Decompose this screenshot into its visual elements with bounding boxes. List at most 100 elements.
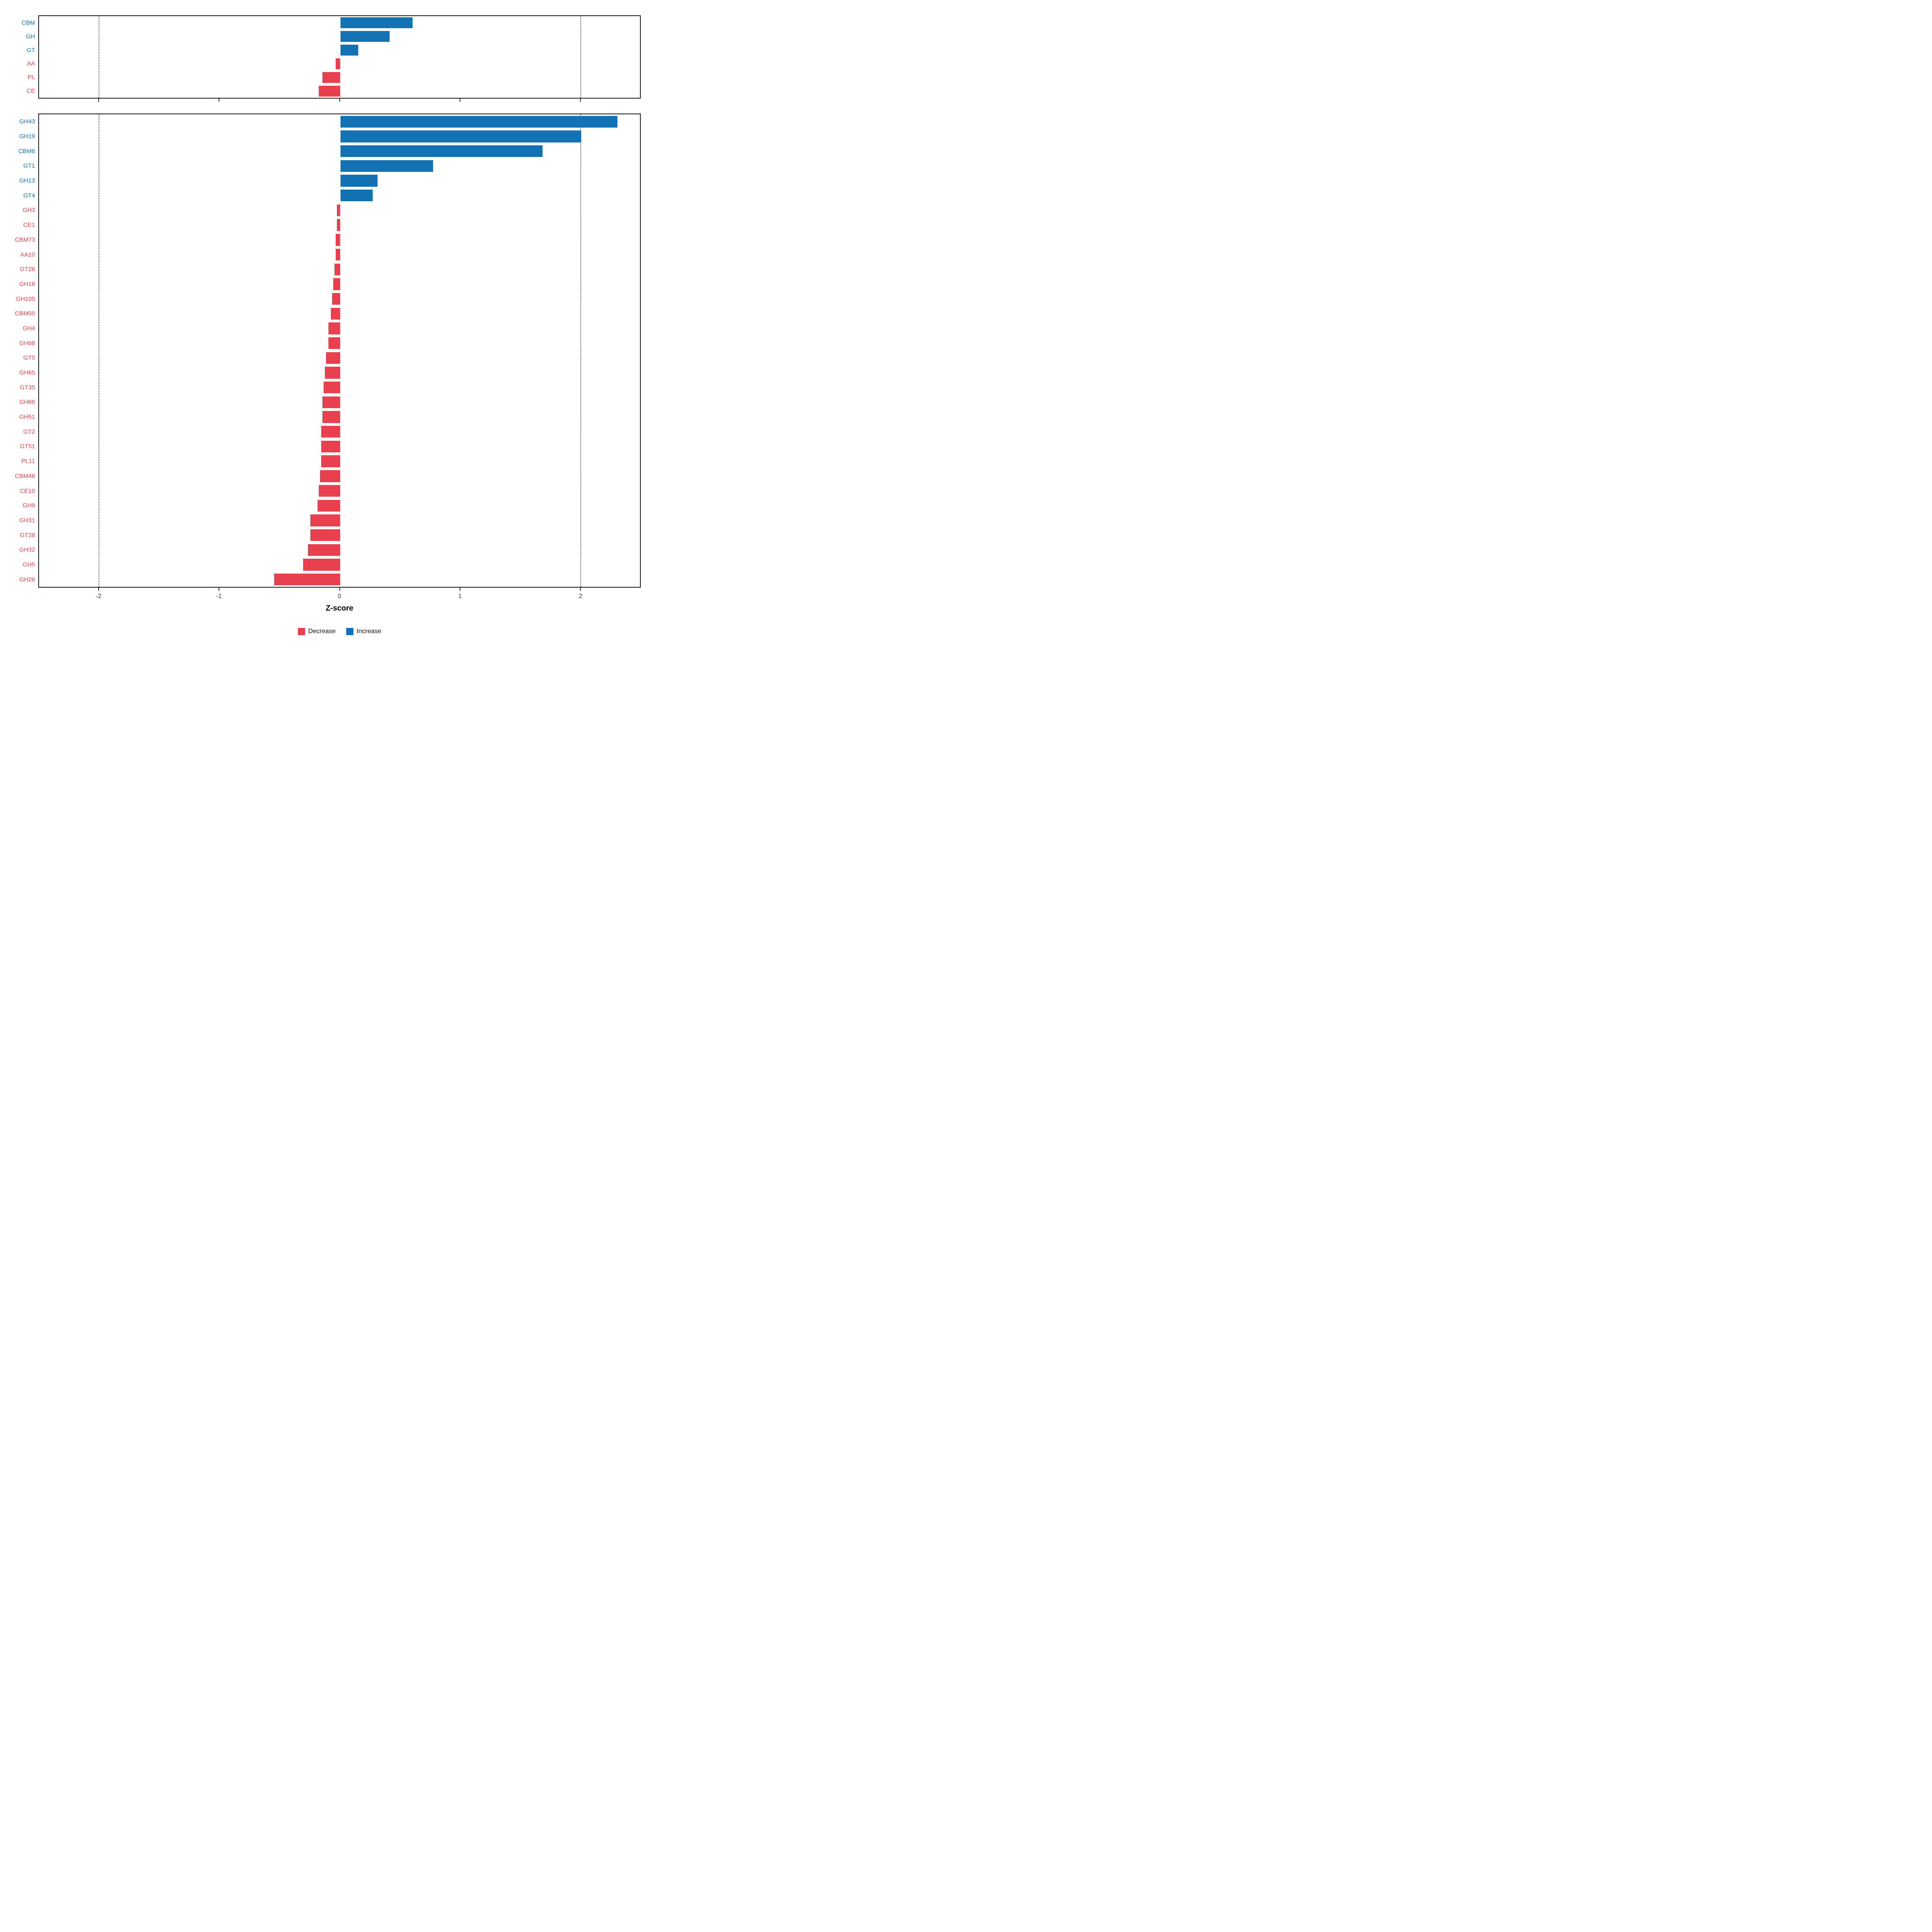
y-label-AA10: AA10 — [20, 251, 35, 258]
x-axis-title: Z-score — [326, 604, 353, 613]
y-label-CE10: CE10 — [20, 487, 35, 495]
x-tick-label-2: 2 — [578, 593, 582, 600]
bar-GT26 — [334, 263, 341, 275]
legend-item-increase: Increase — [346, 628, 381, 635]
y-label-GH5: GH5 — [23, 561, 35, 568]
y-label-GT51: GT51 — [20, 443, 35, 450]
y-label-CE: CE — [27, 87, 35, 95]
y-label-GT35: GT35 — [20, 384, 35, 391]
y-label-GH26: GH26 — [19, 576, 35, 583]
y-label-GH105: GH105 — [16, 295, 35, 303]
y-label-GH19: GH19 — [19, 133, 35, 140]
y-label-GH51: GH51 — [19, 413, 35, 421]
bar-CE10 — [318, 485, 341, 497]
y-label-PL11: PL11 — [21, 458, 35, 465]
bar-GH65 — [324, 367, 341, 379]
panel-cazyme-families — [38, 114, 641, 588]
x-tick-label--1: -1 — [216, 593, 222, 600]
y-label-GH68: GH68 — [19, 340, 35, 347]
decrease-swatch — [297, 628, 305, 635]
y-label-AA: AA — [27, 60, 35, 67]
y-label-GH4: GH4 — [23, 325, 35, 332]
y-label-GH3: GH3 — [23, 206, 35, 214]
bar-GH18 — [333, 278, 341, 290]
bar-GH68 — [328, 337, 341, 349]
y-label-GH13: GH13 — [19, 177, 35, 184]
bar-PL11 — [321, 455, 341, 467]
legend: Decrease Increase — [297, 628, 381, 635]
bar-CE — [318, 85, 341, 97]
bar-GH5 — [303, 559, 341, 571]
x-tick-mark-2 — [580, 588, 581, 591]
bar-CBM6 — [340, 145, 543, 157]
bar-GT5 — [326, 352, 341, 364]
gridline-x2 — [580, 16, 582, 98]
bar-CE1 — [336, 219, 341, 231]
y-label-GH32: GH32 — [19, 546, 35, 553]
zscore-bar-figure: Z-score Decrease Increase CBM GH GT AA PL CE G… — [0, 0, 644, 644]
y-label-GH18: GH18 — [19, 281, 35, 288]
y-label-PL: PL — [27, 74, 35, 81]
bar-GH — [340, 31, 390, 42]
bar-GH13 — [340, 175, 378, 187]
gridline-x2 — [580, 114, 582, 587]
x-tick-label--2: -2 — [95, 593, 101, 600]
y-label-CBM48: CBM48 — [14, 473, 35, 480]
bar-GH43 — [340, 116, 618, 128]
bar-GH19 — [340, 130, 582, 142]
legend-label-decrease: Decrease — [308, 628, 336, 635]
x-tick-mark-2 — [580, 99, 581, 102]
y-label-CBM50: CBM50 — [14, 310, 35, 317]
y-label-GH43: GH43 — [19, 118, 35, 125]
x-tick-mark-0 — [339, 588, 340, 591]
y-label-GT26: GT26 — [20, 266, 35, 273]
bar-GH31 — [310, 514, 341, 526]
y-label-CE1: CE1 — [23, 221, 35, 229]
bar-GT51 — [321, 440, 341, 453]
bar-GH9 — [317, 500, 341, 512]
y-label-GH31: GH31 — [19, 517, 35, 524]
bar-GH3 — [336, 204, 341, 217]
legend-item-decrease: Decrease — [297, 628, 336, 635]
y-label-GH: GH — [26, 33, 35, 40]
y-label-GH65: GH65 — [19, 369, 35, 376]
y-label-GT2: GT2 — [23, 428, 35, 436]
bar-GT2 — [321, 426, 341, 438]
bar-GH4 — [328, 322, 341, 334]
x-tick-mark--2 — [98, 588, 99, 591]
bar-GT4 — [340, 190, 373, 202]
bar-CBM73 — [335, 234, 341, 246]
bar-PL — [322, 72, 341, 83]
y-label-GT1: GT1 — [23, 162, 35, 169]
bar-GT35 — [323, 382, 341, 394]
y-label-GT4: GT4 — [23, 192, 35, 199]
y-label-GT5: GT5 — [23, 354, 35, 361]
increase-swatch — [346, 628, 354, 635]
y-label-GT28: GT28 — [20, 532, 35, 539]
bar-GT — [340, 45, 359, 56]
bar-CBM — [340, 17, 413, 29]
bar-GH105 — [332, 293, 341, 305]
bar-AA — [335, 58, 341, 69]
bar-GT1 — [340, 160, 433, 172]
bar-AA10 — [335, 248, 341, 261]
x-tick-mark--2 — [98, 99, 99, 102]
legend-label-increase: Increase — [357, 628, 382, 635]
y-label-GT: GT — [27, 47, 35, 54]
bar-CBM48 — [320, 470, 341, 482]
x-tick-label-0: 0 — [338, 593, 341, 600]
y-label-CBM: CBM — [21, 19, 35, 27]
panel-cazyme-classes — [38, 15, 641, 99]
y-label-CBM6: CBM6 — [18, 148, 35, 155]
bar-GH26 — [274, 573, 341, 586]
y-label-CBM73: CBM73 — [14, 236, 35, 244]
y-label-GH9: GH9 — [23, 502, 35, 509]
bar-GH66 — [322, 396, 341, 409]
bar-CBM50 — [330, 308, 341, 320]
x-tick-mark-0 — [339, 99, 340, 102]
bar-GT28 — [310, 529, 341, 541]
x-tick-label-1: 1 — [458, 593, 462, 600]
bar-GH32 — [308, 544, 341, 556]
y-label-GH66: GH66 — [19, 398, 35, 406]
bar-GH51 — [322, 411, 341, 423]
